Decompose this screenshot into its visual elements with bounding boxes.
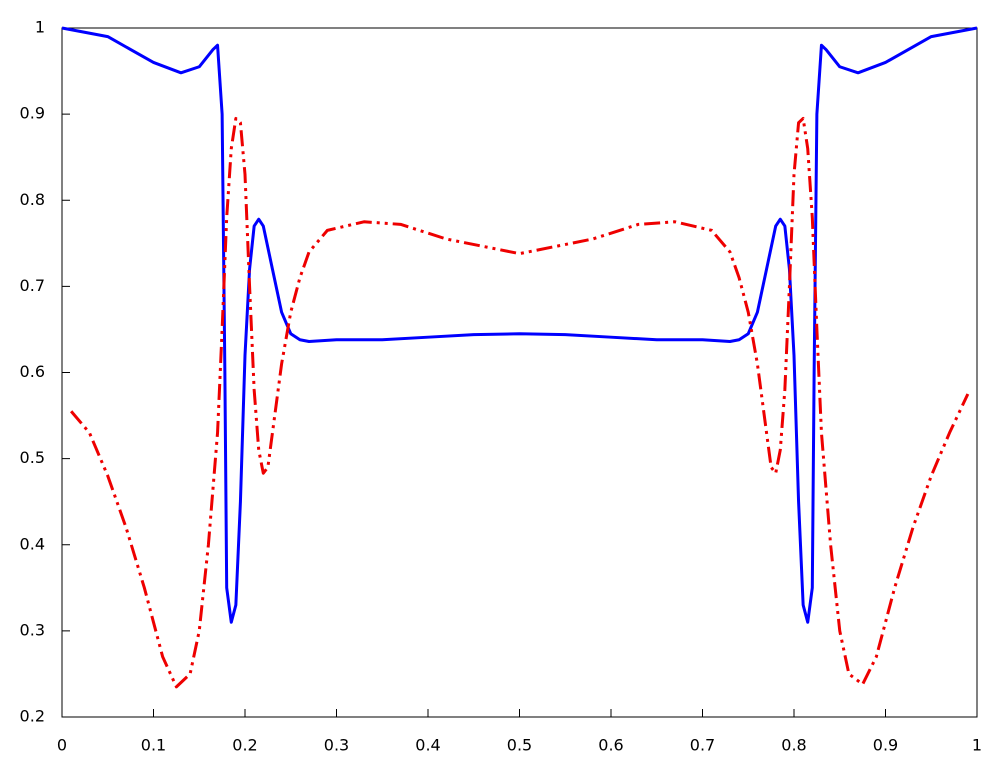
data-line xyxy=(61,26,978,624)
x-tick-label: 0.9 xyxy=(873,736,898,755)
x-tick-label: 0 xyxy=(57,736,67,755)
x-tick-label: 0.4 xyxy=(415,736,440,755)
x-tick-label: 0.1 xyxy=(141,736,166,755)
x-tick-label: 0.3 xyxy=(324,736,349,755)
x-tick-label: 0.5 xyxy=(507,736,532,755)
data-line xyxy=(70,116,970,689)
plot-frame xyxy=(61,27,978,718)
x-tick-label: 0.6 xyxy=(598,736,623,755)
x-tick-label: 1 xyxy=(972,736,982,755)
y-tick-label: 0.9 xyxy=(20,104,45,123)
x-tick-label: 0.2 xyxy=(232,736,257,755)
y-tick-label: 1 xyxy=(35,18,45,37)
x-tick-label: 0.7 xyxy=(690,736,715,755)
y-tick-label: 0.6 xyxy=(20,362,45,381)
y-tick-label: 0.4 xyxy=(20,534,45,553)
y-tick-label: 0.8 xyxy=(20,190,45,209)
y-tick-label: 0.2 xyxy=(20,707,45,726)
y-tick-label: 0.3 xyxy=(20,620,45,639)
y-tick-label: 0.7 xyxy=(20,276,45,295)
y-tick-label: 0.5 xyxy=(20,448,45,467)
x-tick-label: 0.8 xyxy=(781,736,806,755)
